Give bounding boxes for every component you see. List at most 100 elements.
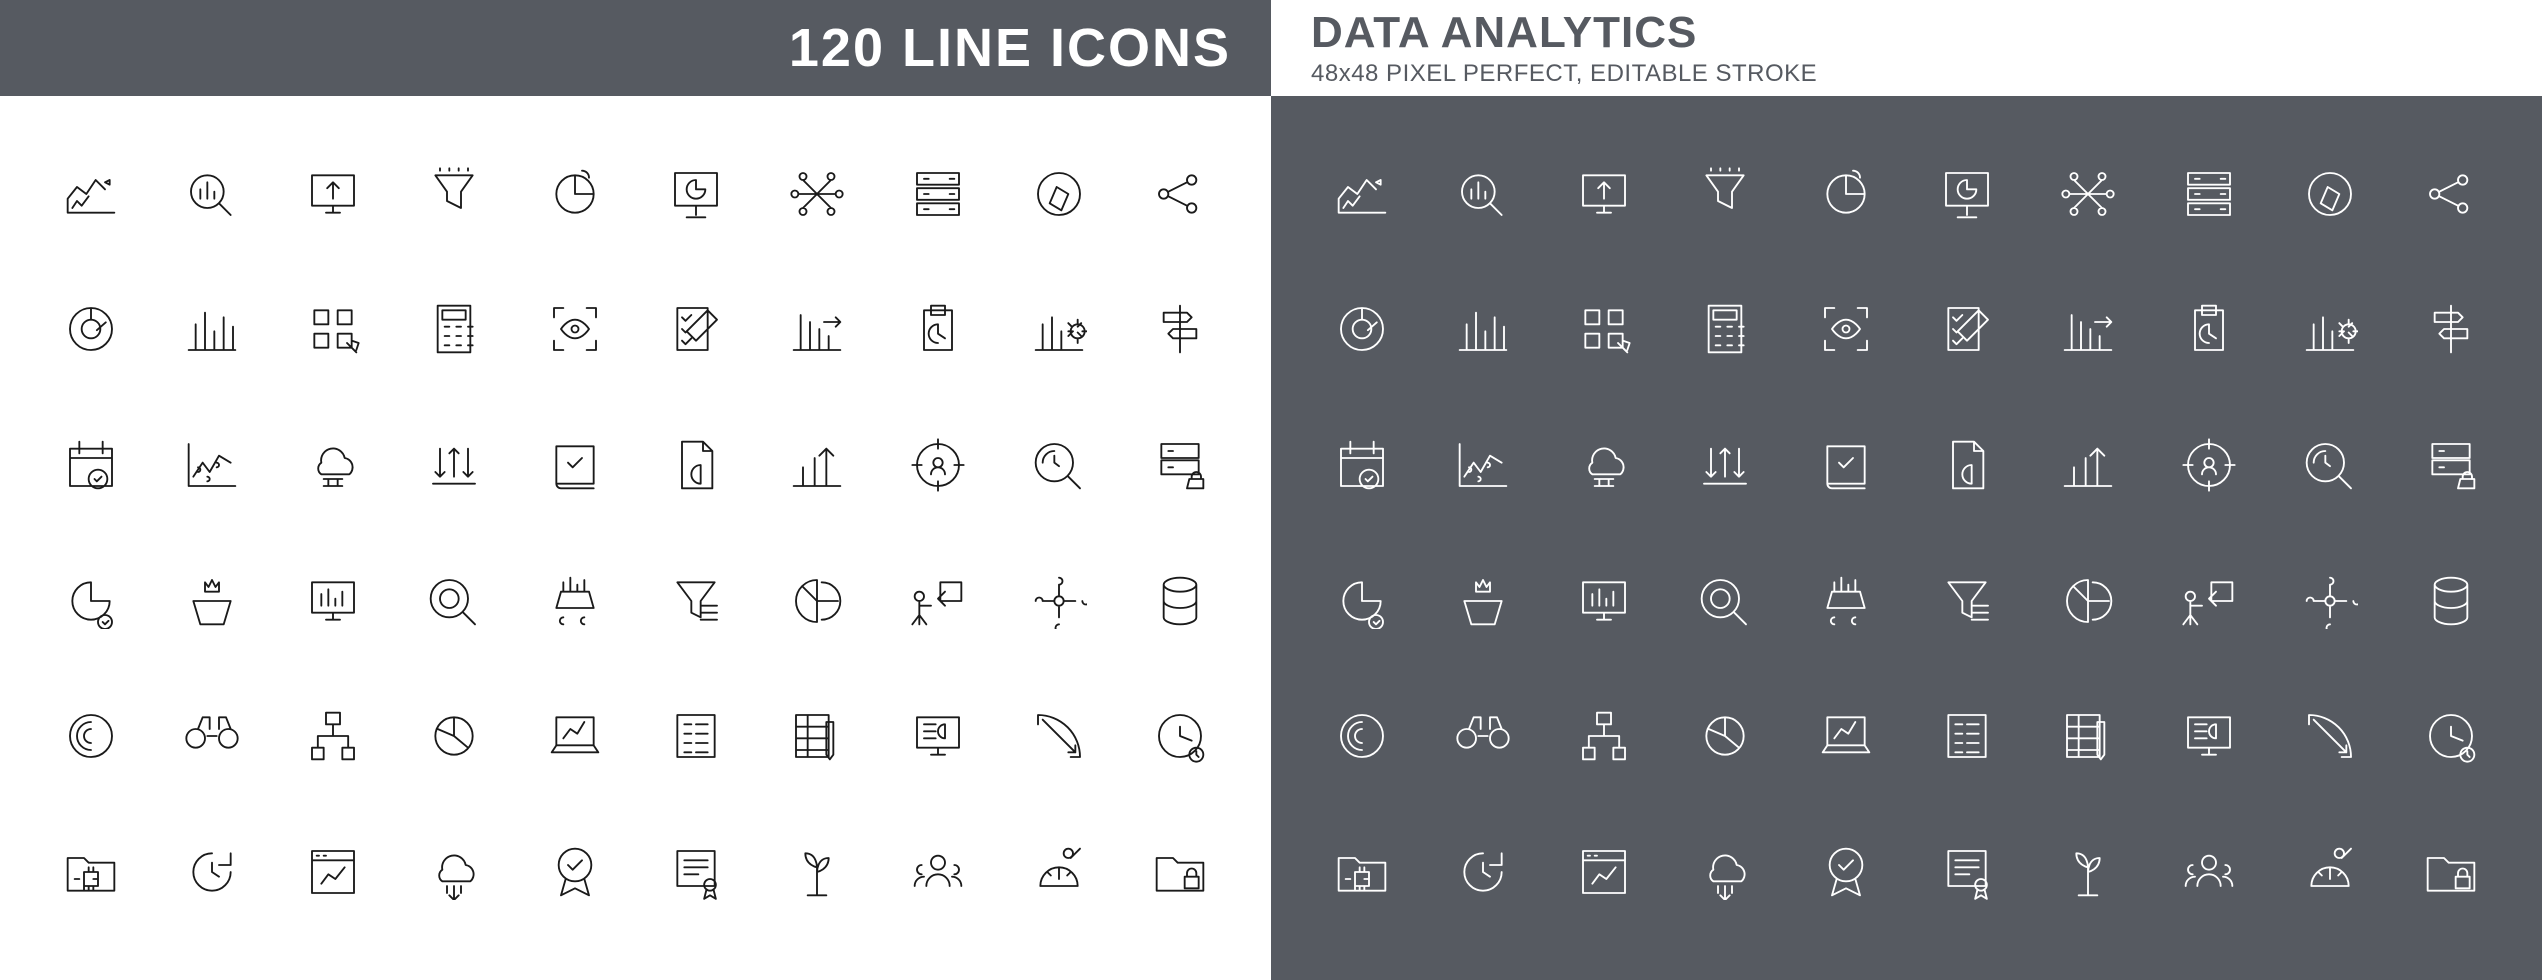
- compass-icon: [2270, 126, 2391, 262]
- clock-refresh-icon: [1422, 804, 1543, 940]
- binoculars-icon: [1422, 669, 1543, 805]
- bars-down-icon: [757, 262, 878, 398]
- spreadsheet-pen-icon: [757, 669, 878, 805]
- podium-crown-icon: [151, 533, 272, 669]
- form-list-icon: [635, 669, 756, 805]
- pie-gauge-icon: [2391, 669, 2512, 805]
- cart-data-icon: [1785, 533, 1906, 669]
- magnify-donut-icon: [1664, 533, 1785, 669]
- spreadsheet-pen-icon: [2028, 669, 2149, 805]
- funnel-data-icon: [1664, 126, 1785, 262]
- monitor-bars-icon: [1543, 533, 1664, 669]
- pie-check-icon: [30, 533, 151, 669]
- server-stack-icon: [878, 126, 999, 262]
- book-check-icon: [1785, 397, 1906, 533]
- header-left: 120 LINE ICONS: [0, 0, 1271, 96]
- users-group-icon: [878, 804, 999, 940]
- title-right: DATA ANALYTICS: [1311, 8, 1697, 58]
- monitor-report-icon: [878, 669, 999, 805]
- clipboard-gauge-icon: [878, 262, 999, 398]
- clipboard-gauge-icon: [2149, 262, 2270, 398]
- network-nodes-icon: [757, 126, 878, 262]
- sort-arrows-icon: [393, 397, 514, 533]
- pie-3d-icon: [1664, 669, 1785, 805]
- title-left: 120 LINE ICONS: [789, 17, 1231, 79]
- sort-arrows-icon: [1664, 397, 1785, 533]
- presentation-pie-icon: [1906, 126, 2027, 262]
- folder-chip-icon: [1301, 804, 1422, 940]
- dashboard-gauge-icon: [2270, 804, 2391, 940]
- share-nodes-icon: [2391, 126, 2512, 262]
- bar-chart-icon: [151, 262, 272, 398]
- funnel-filter-icon: [635, 533, 756, 669]
- grid-select-icon: [1543, 262, 1664, 398]
- cloud-download-icon: [1664, 804, 1785, 940]
- magnify-gauge-icon: [2270, 397, 2391, 533]
- line-chart-trend-icon: [1301, 126, 1422, 262]
- database-icon: [1120, 533, 1241, 669]
- checklist-edit-icon: [1906, 262, 2027, 398]
- pie-chart-slice-icon: [514, 126, 635, 262]
- share-nodes-icon: [1120, 126, 1241, 262]
- laptop-chart-icon: [514, 669, 635, 805]
- cloud-server-icon: [1543, 397, 1664, 533]
- bar-chart-icon: [1422, 262, 1543, 398]
- calendar-check-icon: [30, 397, 151, 533]
- book-check-icon: [514, 397, 635, 533]
- icon-grid-light: [0, 96, 1271, 980]
- radial-chart-icon: [1301, 669, 1422, 805]
- monitor-upload-icon: [272, 126, 393, 262]
- funnel-filter-icon: [1906, 533, 2027, 669]
- magnify-chart-icon: [1422, 126, 1543, 262]
- trend-down-arc-icon: [2270, 669, 2391, 805]
- grid-select-icon: [272, 262, 393, 398]
- cart-data-icon: [514, 533, 635, 669]
- form-list-icon: [1906, 669, 2027, 805]
- bars-gear-icon: [2270, 262, 2391, 398]
- line-chart-trend-icon: [30, 126, 151, 262]
- badge-check-icon: [514, 804, 635, 940]
- pie-3d-icon: [393, 669, 514, 805]
- pie-chart-slice-icon: [1785, 126, 1906, 262]
- calculator-icon: [393, 262, 514, 398]
- monitor-report-icon: [2149, 669, 2270, 805]
- pie-check-icon: [1301, 533, 1422, 669]
- certificate-icon: [1906, 804, 2027, 940]
- pie-half-icon: [757, 533, 878, 669]
- magnify-donut-icon: [393, 533, 514, 669]
- funnel-data-icon: [393, 126, 514, 262]
- monitor-bars-icon: [272, 533, 393, 669]
- cloud-server-icon: [272, 397, 393, 533]
- presenter-icon: [2149, 533, 2270, 669]
- cloud-download-icon: [393, 804, 514, 940]
- header-right: DATA ANALYTICS 48x48 PIXEL PERFECT, EDIT…: [1271, 0, 2542, 96]
- monitor-upload-icon: [1543, 126, 1664, 262]
- browser-chart-icon: [272, 804, 393, 940]
- server-lock-icon: [2391, 397, 2512, 533]
- presenter-icon: [878, 533, 999, 669]
- bars-up-icon: [757, 397, 878, 533]
- magnify-chart-icon: [151, 126, 272, 262]
- certificate-icon: [635, 804, 756, 940]
- icon-grid-dark: [1271, 96, 2542, 980]
- line-chart-dots-icon: [151, 397, 272, 533]
- signpost-icon: [1120, 262, 1241, 398]
- flowchart-icon: [272, 669, 393, 805]
- database-icon: [2391, 533, 2512, 669]
- dark-pane: DATA ANALYTICS 48x48 PIXEL PERFECT, EDIT…: [1271, 0, 2542, 980]
- light-pane: 120 LINE ICONS: [0, 0, 1271, 980]
- browser-chart-icon: [1543, 804, 1664, 940]
- badge-check-icon: [1785, 804, 1906, 940]
- bars-gear-icon: [999, 262, 1120, 398]
- compass-icon: [999, 126, 1120, 262]
- calendar-check-icon: [1301, 397, 1422, 533]
- document-pie-icon: [635, 397, 756, 533]
- eye-scan-icon: [1785, 262, 1906, 398]
- bars-up-icon: [2028, 397, 2149, 533]
- target-user-icon: [878, 397, 999, 533]
- clock-refresh-icon: [151, 804, 272, 940]
- server-lock-icon: [1120, 397, 1241, 533]
- donut-chart-icon: [1301, 262, 1422, 398]
- calculator-icon: [1664, 262, 1785, 398]
- donut-chart-icon: [30, 262, 151, 398]
